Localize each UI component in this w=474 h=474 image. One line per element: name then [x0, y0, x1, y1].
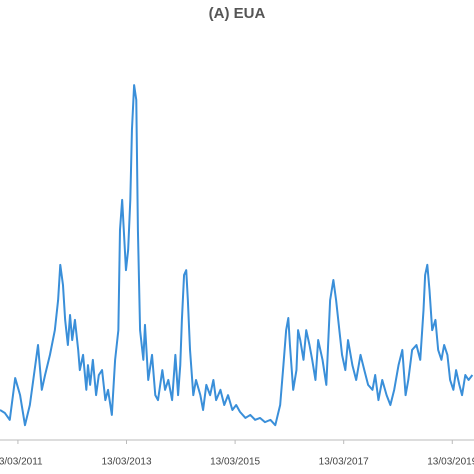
- x-tick-label: 13/03/2017: [319, 457, 369, 468]
- data-line: [0, 84, 474, 427]
- x-tick-label: 13/03/2013: [101, 457, 151, 468]
- x-tick-label: 13/03/2015: [210, 457, 260, 468]
- x-tick-label: 13/03/2019: [427, 457, 474, 468]
- chart-title: (A) EUA: [209, 5, 266, 22]
- x-tick-label: 13/03/2011: [0, 457, 43, 468]
